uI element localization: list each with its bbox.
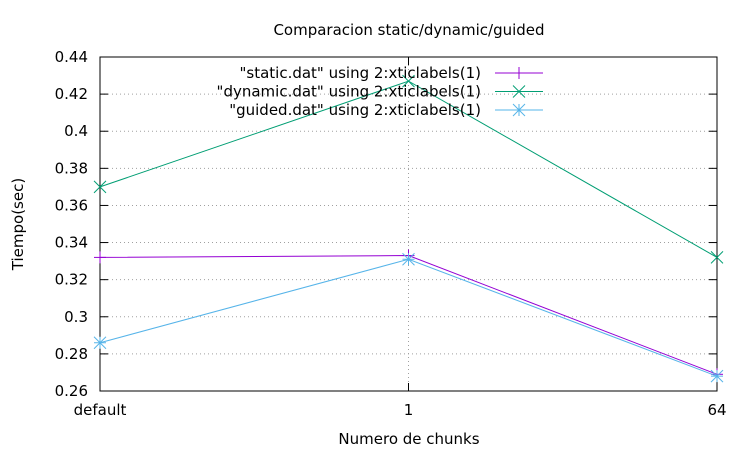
legend-label: "static.dat" using 2:xticlabels(1) bbox=[239, 64, 481, 82]
y-axis: 0.26 0.28 0.3 0.32 0.34 0.36 0.38 0.4 0.42 0.44 bbox=[55, 48, 717, 400]
legend: "static.dat" using 2:xticlabels(1)"dynam… bbox=[217, 64, 543, 119]
y-tick-label: 0.36 bbox=[55, 196, 88, 214]
y-axis-title: Tiempo(sec) bbox=[9, 178, 27, 271]
x-axis-title: Numero de chunks bbox=[338, 430, 479, 448]
y-tick-label: 0.26 bbox=[55, 382, 88, 400]
x-tick-label: 64 bbox=[707, 401, 726, 419]
y-tick-label: 0.42 bbox=[55, 85, 88, 103]
y-tick-label: 0.44 bbox=[55, 48, 88, 66]
legend-label: "guided.dat" using 2:xticlabels(1) bbox=[229, 101, 481, 119]
legend-marker bbox=[512, 85, 526, 98]
data-point bbox=[402, 74, 415, 88]
data-point bbox=[710, 369, 724, 383]
data-point bbox=[94, 251, 106, 264]
x-axis: default 1 64 bbox=[74, 57, 727, 419]
legend-label: "dynamic.dat" using 2:xticlabels(1) bbox=[217, 83, 481, 101]
y-tick-label: 0.28 bbox=[55, 345, 88, 363]
y-tick-label: 0.3 bbox=[64, 308, 88, 326]
x-tick-label: 1 bbox=[404, 401, 414, 419]
series-group bbox=[93, 74, 724, 383]
y-tick-label: 0.4 bbox=[64, 122, 88, 140]
y-tick-label: 0.32 bbox=[55, 271, 88, 289]
chart-title: Comparacion static/dynamic/guided bbox=[273, 21, 544, 39]
data-point bbox=[402, 252, 415, 266]
data-point bbox=[710, 251, 724, 264]
x-tick-label: default bbox=[74, 401, 127, 419]
y-tick-label: 0.38 bbox=[55, 159, 88, 177]
grid bbox=[100, 57, 717, 391]
data-point bbox=[93, 336, 107, 350]
y-tick-label: 0.34 bbox=[55, 234, 88, 252]
data-point bbox=[93, 180, 107, 194]
legend-marker bbox=[512, 103, 526, 117]
legend-marker bbox=[513, 67, 525, 79]
